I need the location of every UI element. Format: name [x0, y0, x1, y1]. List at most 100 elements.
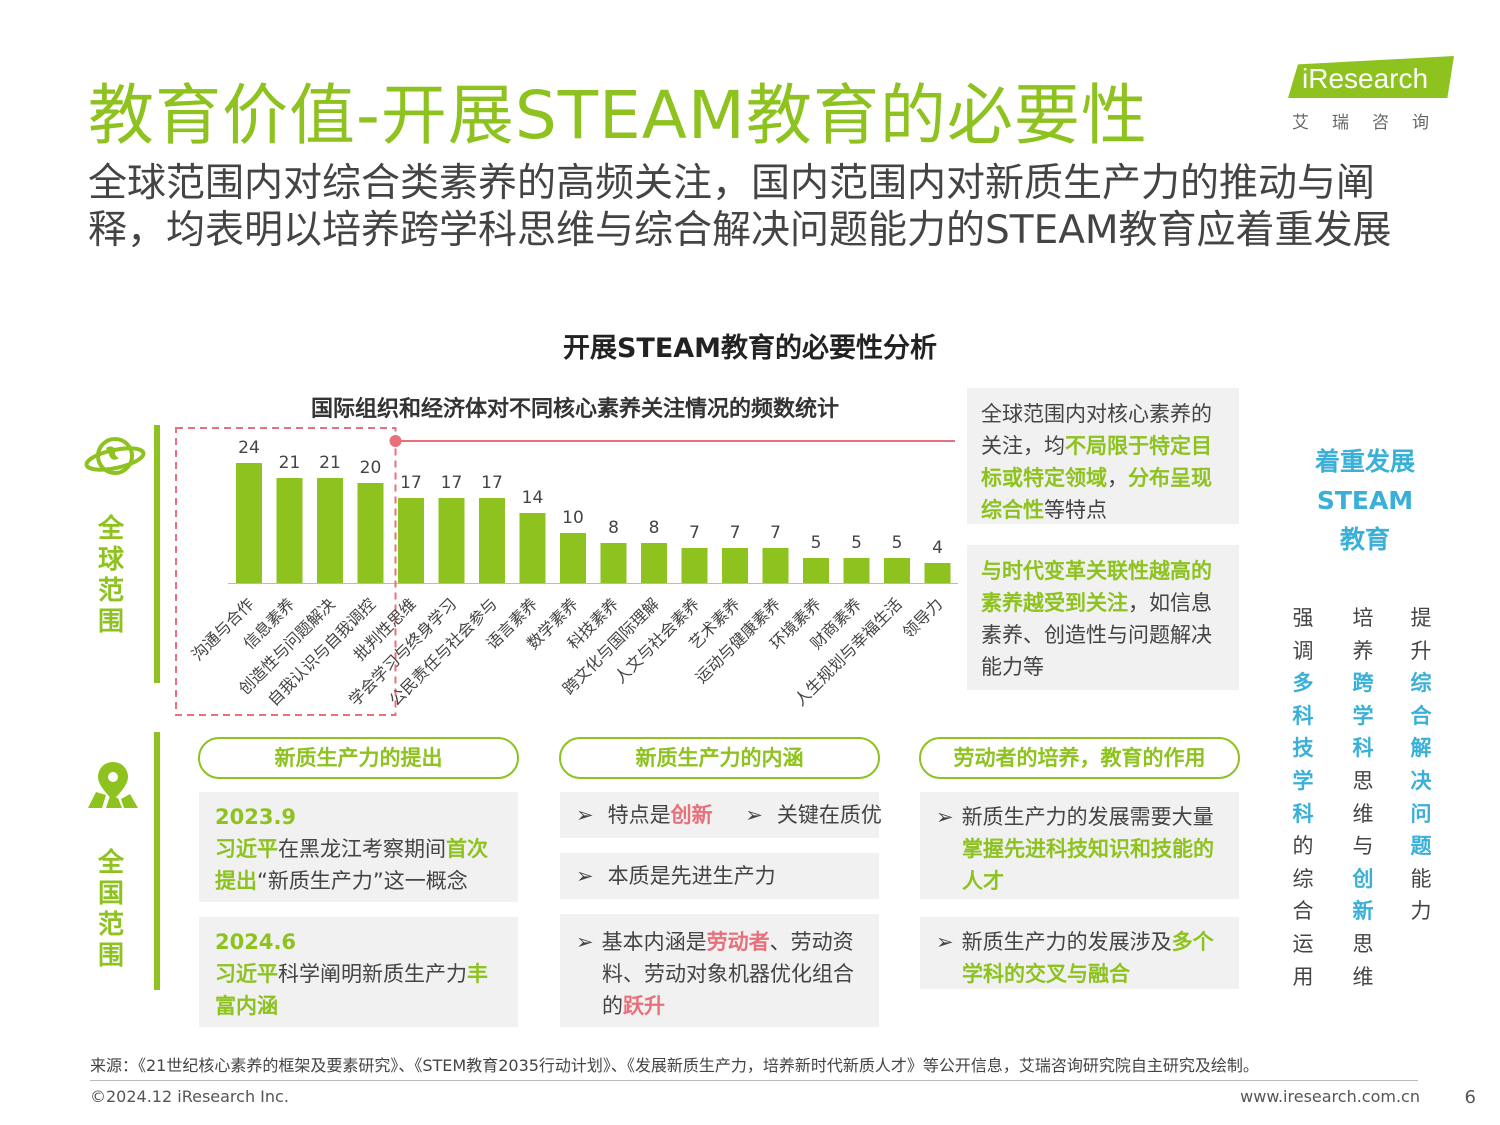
global-box-1-highlight: 不局限于特定目标或特定领域: [981, 434, 1212, 490]
conclusion-char: 用: [1292, 964, 1314, 989]
data-label: 5: [892, 533, 903, 553]
conclusion-char: 思: [1352, 931, 1374, 956]
education-text-1: 新质生产力的发展需要大量: [961, 805, 1214, 829]
connotation-box-3: ➢ 基本内涵是劳动者、劳动资料、劳动对象机器优化组合的跃升: [560, 914, 879, 1027]
conclusion-char: 科: [1292, 801, 1314, 826]
conclusion-char: 调: [1292, 638, 1314, 663]
conclusion-char: 思: [1352, 768, 1374, 793]
data-label: 5: [851, 533, 862, 553]
connotation-feature-text: 特点是: [607, 803, 671, 827]
arrow-bullet-icon: ➢: [576, 930, 594, 954]
conclusion-char: 问: [1410, 801, 1432, 826]
global-side-label: 全球范围: [97, 514, 124, 637]
global-box-1-tail: 等特点: [1044, 498, 1107, 522]
data-label: 4: [932, 538, 943, 558]
data-label: 20: [360, 458, 382, 478]
bar-14: [762, 548, 789, 583]
conclusion-char: 强: [1292, 606, 1314, 630]
data-label: 8: [649, 518, 660, 538]
proposal-box-2023: 2023.9 习近平在黑龙江考察期间首次提出“新质生产力”这一概念: [199, 792, 518, 902]
bar-7: [479, 498, 505, 583]
map-pin-icon: [86, 760, 140, 814]
conclusion-char: 科: [1292, 703, 1314, 728]
logo-subtitle: 艾瑞咨询: [1292, 113, 1452, 133]
proposal-date-2023: 2023.9: [215, 805, 297, 829]
data-label: 24: [238, 438, 260, 458]
proposal-tail-2023: “新质生产力”这一概念: [257, 869, 468, 893]
national-side-label: 全国范围: [97, 848, 124, 971]
data-label: 14: [522, 488, 544, 508]
proposal-text-2024: 科学阐明新质生产力: [278, 962, 467, 986]
conclusion-char: 综: [1410, 671, 1432, 696]
education-highlight-2: 多个学科的交叉与融合: [962, 930, 1214, 986]
arrow-bullet-icon: ➢: [576, 864, 594, 888]
connotation-key-text: 关键在质优: [776, 803, 882, 827]
data-label: 8: [608, 518, 619, 538]
proposal-person-2024: 习近平: [215, 962, 278, 986]
bar-12: [681, 548, 708, 583]
bar-8: [519, 513, 546, 583]
proposal-box-2024: 2024.6 习近平科学阐明新质生产力丰富内涵: [199, 917, 518, 1027]
conclusion-char: 学: [1352, 703, 1374, 728]
highlight-dashed-box: [175, 427, 397, 716]
conclusion-char: 力: [1410, 899, 1432, 924]
connotation-box-2: ➢ 本质是先进生产力: [560, 853, 879, 899]
conclusion-char: 的: [1292, 834, 1314, 859]
iresearch-logo: iResearch 艾瑞咨询: [1288, 48, 1458, 138]
page-number: 6: [1464, 1087, 1476, 1108]
category-label: 领导力: [899, 594, 946, 641]
proposal-person-2023: 习近平: [215, 837, 278, 861]
global-box-1-comma: ，: [1107, 466, 1128, 490]
bar-1: [236, 463, 262, 583]
global-box-2: 与时代变革关联性越高的素养越受到关注，如信息素养、创造性与问题解决能力等: [967, 545, 1239, 690]
conclusion-char: 新: [1352, 899, 1374, 924]
connotation-feature-highlight: 创新: [670, 803, 713, 827]
conclusion-column-3: 提升综合解决问题能力: [1408, 602, 1434, 928]
global-divider-bar: [154, 425, 160, 683]
bar-6: [438, 498, 465, 583]
conclusion-char: 综: [1292, 866, 1314, 891]
connotation-basic-text: 基本内涵是: [601, 930, 707, 954]
proposal-highlight-2023: 首次提出: [215, 837, 488, 893]
bar-17: [884, 558, 910, 583]
chart-title: 国际组织和经济体对不同核心素养关注情况的频数统计: [310, 397, 839, 422]
source-note: 来源：《21世纪核心素养的框架及要素研究》、《STEM教育2035行动计划》、《…: [90, 1056, 1259, 1075]
proposal-highlight-2024: 丰富内涵: [215, 962, 488, 1018]
global-box-2-highlight: 与时代变革关联性越高的素养越受到关注: [981, 559, 1212, 615]
bar-15: [803, 558, 829, 583]
pill-connotation: 新质生产力的内涵: [559, 737, 880, 779]
education-text-2: 新质生产力的发展涉及: [961, 930, 1172, 954]
national-divider-bar: [154, 732, 160, 990]
copyright: ©2024.12 iResearch Inc.: [90, 1087, 289, 1106]
connotation-box-1: ➢ 特点是创新 ➢ 关键在质优: [560, 792, 882, 838]
global-box-1-text: 全球范围内对核心素养的关注，均: [981, 402, 1212, 458]
bar-9: [560, 533, 586, 583]
conclusion-char: 能: [1410, 866, 1432, 891]
pill-education-role: 劳动者的培养，教育的作用: [919, 737, 1240, 779]
data-label: 10: [562, 508, 584, 528]
page-title: 教育价值-开展STEAM教育的必要性: [88, 77, 1148, 154]
connotation-basic-highlight-2: 跃升: [623, 994, 665, 1018]
bar-11: [641, 543, 667, 583]
connotation-essence-text: 本质是先进生产力: [607, 864, 776, 888]
conclusion-heading: 着重发展 STEAM 教育: [1302, 442, 1428, 559]
connotation-basic-text-2: 、劳动资料、劳动对象机器优化组合的: [602, 930, 854, 1018]
conclusion-char: 决: [1410, 768, 1432, 793]
logo-wordmark: iResearch: [1288, 56, 1454, 98]
conclusion-char: 题: [1410, 834, 1432, 859]
education-box-1: ➢ 新质生产力的发展需要大量掌握先进科技知识和技能的人才: [920, 792, 1239, 899]
conclusion-char: 提: [1410, 606, 1432, 630]
data-label: 7: [689, 523, 700, 543]
pill-proposal: 新质生产力的提出: [198, 737, 519, 779]
conclusion-char: 多: [1292, 671, 1314, 696]
conclusion-heading-line-1: 着重发展: [1314, 447, 1415, 476]
conclusion-char: 合: [1292, 899, 1314, 924]
arrow-bullet-icon: ➢: [936, 930, 954, 954]
conclusion-char: 技: [1292, 736, 1314, 761]
footer-divider: [90, 1080, 1418, 1081]
connotation-basic-highlight: 劳动者: [706, 930, 770, 954]
education-highlight-1: 掌握先进科技知识和技能的人才: [962, 837, 1214, 893]
data-label: 7: [730, 523, 741, 543]
conclusion-panel: 着重发展 STEAM 教育 强调多科技学科的综合运用培养跨学科思维与创新思维提升…: [1262, 430, 1492, 1050]
